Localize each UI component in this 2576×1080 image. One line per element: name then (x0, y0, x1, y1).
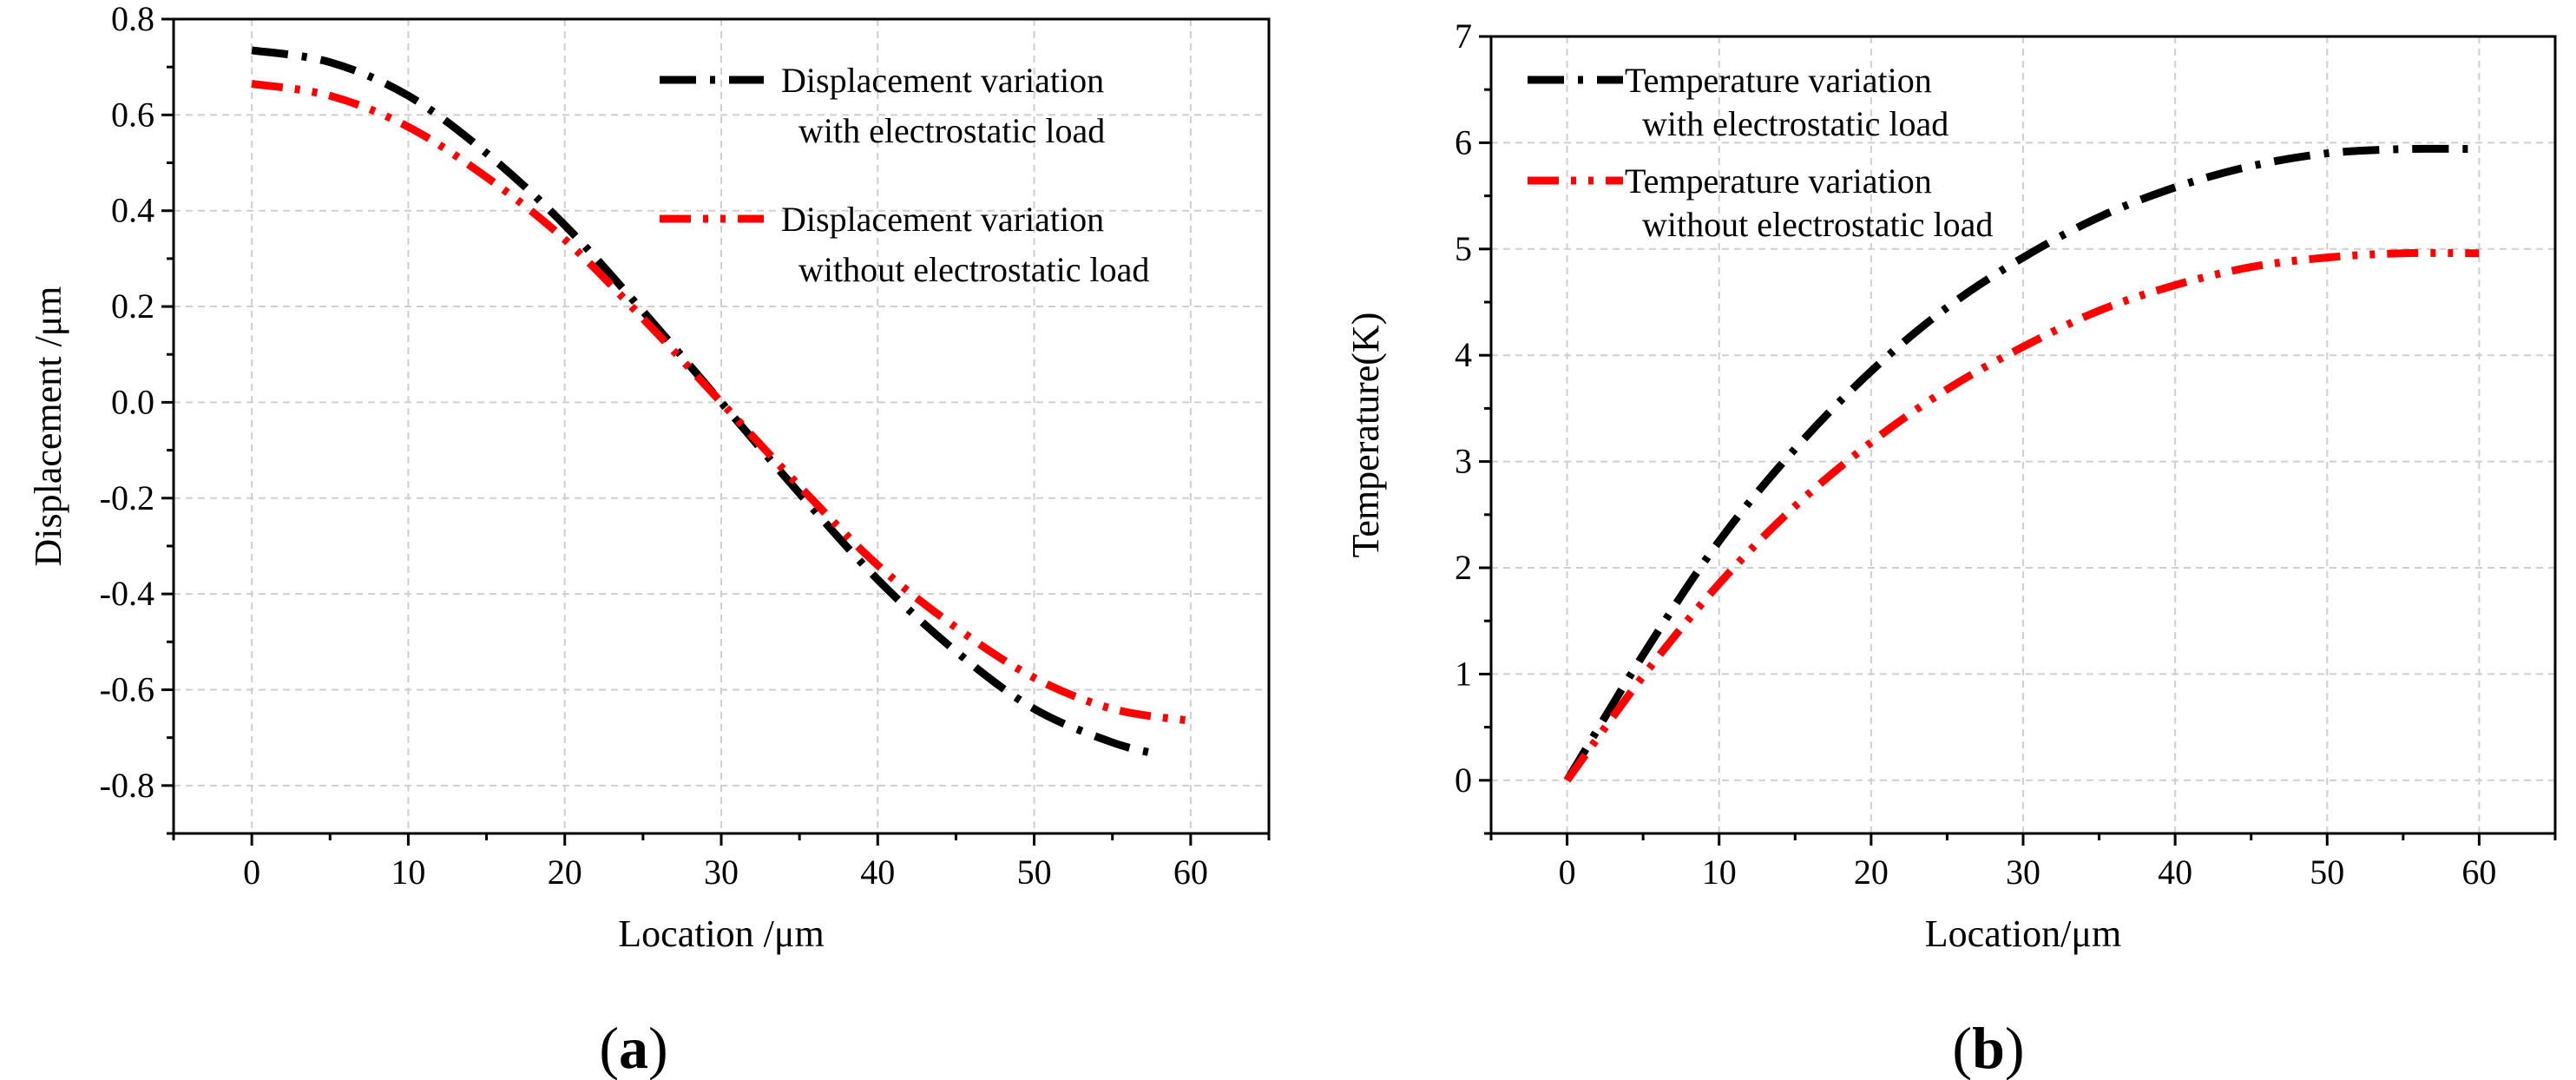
legend: Displacement variation with electrostatic… (660, 61, 1149, 289)
y-tick-label: 0.2 (111, 286, 154, 326)
y-tick-label: 0.6 (111, 95, 154, 134)
series-line-with-electrostatic-load (1563, 144, 2480, 783)
series-line-without-electrostatic-load (1563, 248, 2480, 783)
y-tick-label: 6 (1455, 122, 1472, 161)
legend-label: with electrostatic load (798, 111, 1105, 150)
x-tick-label: 40 (2158, 853, 2192, 892)
y-axis-title: Temperature(K) (1344, 313, 1387, 558)
x-tick-label: 10 (1702, 853, 1737, 892)
x-tick-label: 0 (243, 853, 260, 892)
x-axis-title: Location /μm (618, 912, 824, 955)
legend-label: with electrostatic load (1642, 104, 1948, 143)
y-tick-label: -0.6 (100, 669, 154, 708)
y-tick-label: 0 (1455, 761, 1472, 800)
y-tick-label: 4 (1455, 335, 1472, 374)
x-tick-label: 30 (2006, 853, 2040, 892)
x-tick-label: 60 (2461, 853, 2496, 892)
panel-a-displacement-chart: 0 10 20 30 40 50 60 -0.8 -0.6 -0.4 -0.2 0.0 0.2 0.4 0.… (27, 0, 1271, 1080)
plot-frame (1489, 35, 2557, 835)
y-tick-label: -0.2 (100, 478, 154, 517)
x-axis-title: Location/μm (1925, 912, 2121, 955)
y-tick-label: 0.0 (111, 382, 154, 421)
panel-caption: (a) (599, 1015, 667, 1080)
x-tick-label: 10 (391, 853, 425, 892)
y-tick-label: 1 (1455, 654, 1472, 693)
legend-label: Temperature variation (1625, 61, 1932, 100)
y-tick-label: 7 (1455, 16, 1472, 56)
x-tick-label: 30 (704, 853, 739, 892)
legend-label: without electrostatic load (798, 250, 1149, 289)
y-tick-label: -0.4 (100, 574, 154, 613)
legend: Temperature variation with electrostatic … (1528, 61, 1993, 244)
x-tick-label: 60 (1173, 853, 1208, 892)
x-tick-label: 40 (860, 853, 895, 892)
panel-caption: (b) (1952, 1015, 2024, 1080)
panel-b-temperature-chart: 0 10 20 30 40 50 60 0 1 2 3 4 5 6 7 Location/μm Temperat… (1344, 16, 2557, 1080)
ticks (1479, 35, 2557, 846)
legend-label: Temperature variation (1625, 161, 1932, 201)
y-tick-label: 3 (1455, 442, 1472, 481)
legend-label: Displacement variation (781, 200, 1104, 239)
legend-label: without electrostatic load (1642, 205, 1993, 244)
y-axis-title: Displacement /μm (27, 286, 69, 567)
legend-label: Displacement variation (781, 61, 1104, 100)
y-tick-label: 2 (1455, 548, 1472, 587)
x-tick-label: 50 (2310, 853, 2344, 892)
x-tick-label: 50 (1017, 853, 1052, 892)
y-tick-label: -0.8 (100, 766, 154, 805)
x-tick-label: 20 (548, 853, 582, 892)
y-tick-label: 0.4 (111, 191, 154, 230)
grid (1491, 36, 2555, 833)
series-line-without-electrostatic-load (251, 80, 1192, 725)
y-tick-label: 0.8 (111, 0, 154, 38)
x-tick-label: 20 (1854, 853, 1889, 892)
ticks (161, 17, 1271, 846)
y-tick-label: 5 (1455, 229, 1472, 268)
series-line-with-electrostatic-load (251, 46, 1160, 759)
x-tick-label: 0 (1559, 853, 1576, 892)
